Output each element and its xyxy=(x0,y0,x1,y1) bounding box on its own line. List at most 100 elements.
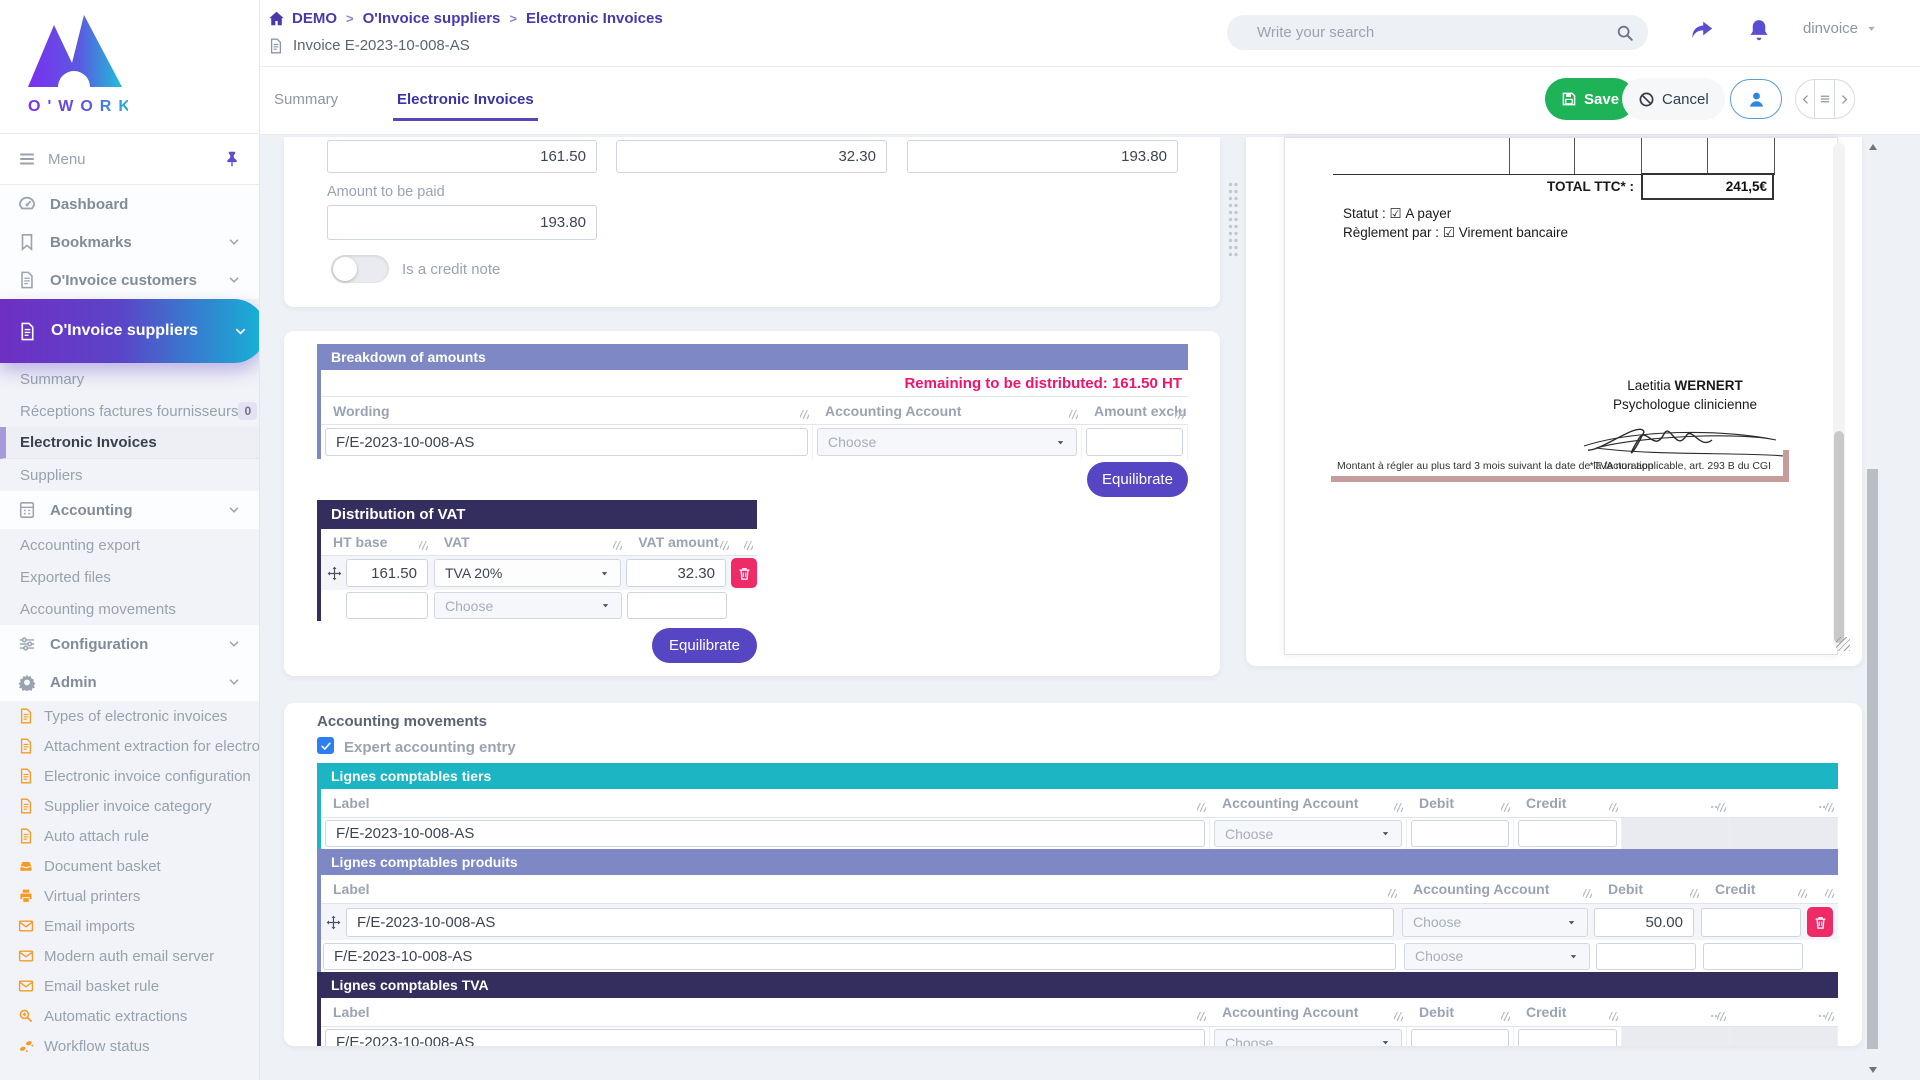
panel-drag-handle[interactable] xyxy=(1228,182,1239,258)
sidebar-item-supplier-invoice-category[interactable]: Supplier invoice category xyxy=(0,791,259,821)
sidebar-item-oinvoice-customers[interactable]: O'Invoice customers xyxy=(0,261,259,299)
breadcrumb-root[interactable]: DEMO xyxy=(292,10,337,27)
sidebar-item-modern-auth-email-server[interactable]: Modern auth email server xyxy=(0,941,259,971)
previous-record-button[interactable] xyxy=(1796,80,1816,118)
sidebar-item-suppliers[interactable]: Suppliers xyxy=(0,459,259,491)
preview-scrollbar-thumb[interactable] xyxy=(1834,431,1844,643)
share-icon[interactable] xyxy=(1690,18,1714,42)
sidebar-item-document-basket[interactable]: Document basket xyxy=(0,851,259,881)
tab-electronic-invoices[interactable]: Electronic Invoices xyxy=(393,67,538,121)
sidebar-item-receptions-factures[interactable]: Réceptions factures fournisseurs 0 xyxy=(0,395,259,427)
amount-excl-tax-input[interactable] xyxy=(327,140,597,173)
user-menu[interactable]: dinvoice xyxy=(1803,20,1878,37)
column-header-debit[interactable]: Debit xyxy=(1407,789,1514,817)
breadcrumb-page[interactable]: Electronic Invoices xyxy=(525,10,663,27)
vat-rate-select[interactable]: Choose xyxy=(434,592,622,619)
credit-input[interactable] xyxy=(1703,942,1803,970)
expert-accounting-checkbox[interactable] xyxy=(317,737,334,754)
notifications-bell-icon[interactable] xyxy=(1747,18,1771,42)
column-header-wording[interactable]: Wording xyxy=(321,397,813,424)
column-header-extra[interactable]: .. xyxy=(1730,998,1838,1026)
column-header-extra[interactable]: .. xyxy=(1622,789,1730,817)
column-header-extra[interactable]: .. xyxy=(1622,998,1730,1026)
debit-input[interactable] xyxy=(1596,942,1696,970)
amount-to-be-paid-input[interactable] xyxy=(327,205,597,240)
sidebar-item-auto-attach-rule[interactable]: Auto attach rule xyxy=(0,821,259,851)
vat-amount-input[interactable] xyxy=(616,140,887,173)
sidebar-item-electronic-invoices[interactable]: Electronic Invoices xyxy=(0,427,259,459)
delete-vat-row-button[interactable] xyxy=(731,558,757,588)
assignee-button[interactable] xyxy=(1730,79,1782,119)
preview-scrollbar[interactable] xyxy=(1833,143,1845,647)
page-scrollbar-thumb[interactable] xyxy=(1867,469,1878,1049)
credit-input[interactable] xyxy=(1518,1029,1617,1046)
breadcrumb-section[interactable]: O'Invoice suppliers xyxy=(362,10,501,27)
credit-note-toggle[interactable] xyxy=(331,255,389,283)
sidebar-item-oinvoice-suppliers[interactable]: O'Invoice suppliers xyxy=(0,299,259,363)
global-search[interactable] xyxy=(1227,15,1648,50)
label-input[interactable] xyxy=(325,820,1205,847)
preview-resize-handle[interactable] xyxy=(1836,637,1850,651)
column-header-label[interactable]: Label xyxy=(321,998,1210,1026)
column-header-label[interactable]: Label xyxy=(321,875,1401,903)
amount-excl-input[interactable] xyxy=(1086,428,1183,456)
sidebar-item-summary[interactable]: Summary xyxy=(0,363,259,395)
search-icon[interactable] xyxy=(1616,24,1634,42)
debit-input[interactable] xyxy=(1594,907,1694,937)
column-header-vat[interactable]: VAT xyxy=(432,529,627,555)
debit-input[interactable] xyxy=(1411,820,1509,847)
column-header-accounting-account[interactable]: Accounting Account xyxy=(813,397,1082,424)
vat-amount-input[interactable] xyxy=(626,559,726,587)
sidebar-item-accounting-export[interactable]: Accounting export xyxy=(0,529,259,561)
sidebar-item-attachment-extraction[interactable]: Attachment extraction for electron xyxy=(0,731,259,761)
accounting-account-select[interactable]: Choose xyxy=(817,428,1077,456)
debit-input[interactable] xyxy=(1411,1029,1509,1046)
column-header-credit[interactable]: Credit xyxy=(1514,998,1622,1026)
sidebar-item-email-basket-rule[interactable]: Email basket rule xyxy=(0,971,259,1001)
accounting-account-select[interactable]: Choose xyxy=(1214,820,1402,847)
column-header-ht-base[interactable]: HT base xyxy=(321,529,432,555)
tab-summary[interactable]: Summary xyxy=(274,91,339,108)
sidebar-item-types-of-electronic-invoices[interactable]: Types of electronic invoices xyxy=(0,701,259,731)
column-header-accounting-account[interactable]: Accounting Account xyxy=(1401,875,1596,903)
sidebar-item-admin[interactable]: Admin xyxy=(0,663,259,701)
sidebar-item-email-imports[interactable]: Email imports xyxy=(0,911,259,941)
accounting-account-select[interactable]: Choose xyxy=(1214,1029,1402,1046)
record-list-button[interactable] xyxy=(1815,80,1835,118)
equilibrate-breakdown-button[interactable]: Equilibrate xyxy=(1087,462,1188,497)
sidebar-item-accounting-movements[interactable]: Accounting movements xyxy=(0,593,259,625)
wording-input[interactable] xyxy=(325,428,808,456)
delete-produit-row-button[interactable] xyxy=(1807,907,1833,937)
app-logo[interactable]: O'WORK xyxy=(0,0,259,133)
column-header-credit[interactable]: Credit xyxy=(1703,875,1811,903)
sidebar-item-accounting[interactable]: Accounting xyxy=(0,491,259,529)
column-header-debit[interactable]: Debit xyxy=(1596,875,1703,903)
accounting-account-select[interactable]: Choose xyxy=(1402,907,1588,937)
pin-menu-icon[interactable] xyxy=(223,150,241,168)
column-header-label[interactable]: Label xyxy=(321,789,1210,817)
sidebar-item-configuration[interactable]: Configuration xyxy=(0,625,259,663)
home-icon[interactable] xyxy=(268,10,285,27)
ht-base-input[interactable] xyxy=(346,592,428,619)
scroll-down-arrow-icon[interactable] xyxy=(1868,1067,1877,1073)
column-header-credit[interactable]: Credit xyxy=(1514,789,1622,817)
sidebar-item-automatic-extractions[interactable]: Automatic extractions xyxy=(0,1001,259,1031)
amount-incl-tax-input[interactable] xyxy=(907,140,1178,173)
drag-move-icon[interactable] xyxy=(327,566,342,581)
cancel-button[interactable]: Cancel xyxy=(1622,78,1725,120)
column-header-accounting-account[interactable]: Accounting Account xyxy=(1210,789,1407,817)
column-header-debit[interactable]: Debit xyxy=(1407,998,1514,1026)
ht-base-input[interactable] xyxy=(346,559,428,587)
label-input[interactable] xyxy=(346,907,1394,937)
drag-move-icon[interactable] xyxy=(326,915,341,930)
menu-toggle[interactable]: Menu xyxy=(0,133,259,185)
next-record-button[interactable] xyxy=(1835,80,1854,118)
sidebar-item-electronic-invoice-configuration[interactable]: Electronic invoice configuration xyxy=(0,761,259,791)
accounting-account-select[interactable]: Choose xyxy=(1404,942,1590,970)
save-button[interactable]: Save xyxy=(1545,78,1636,120)
invoice-preview-page[interactable]: TOTAL TTC* : 241,5€ Statut : ☑ A payer R… xyxy=(1284,137,1838,655)
column-header-vat-amount[interactable]: VAT amount xyxy=(626,529,733,555)
label-input[interactable] xyxy=(325,1029,1205,1046)
column-header-accounting-account[interactable]: Accounting Account xyxy=(1210,998,1407,1026)
scroll-up-arrow-icon[interactable] xyxy=(1868,144,1877,150)
